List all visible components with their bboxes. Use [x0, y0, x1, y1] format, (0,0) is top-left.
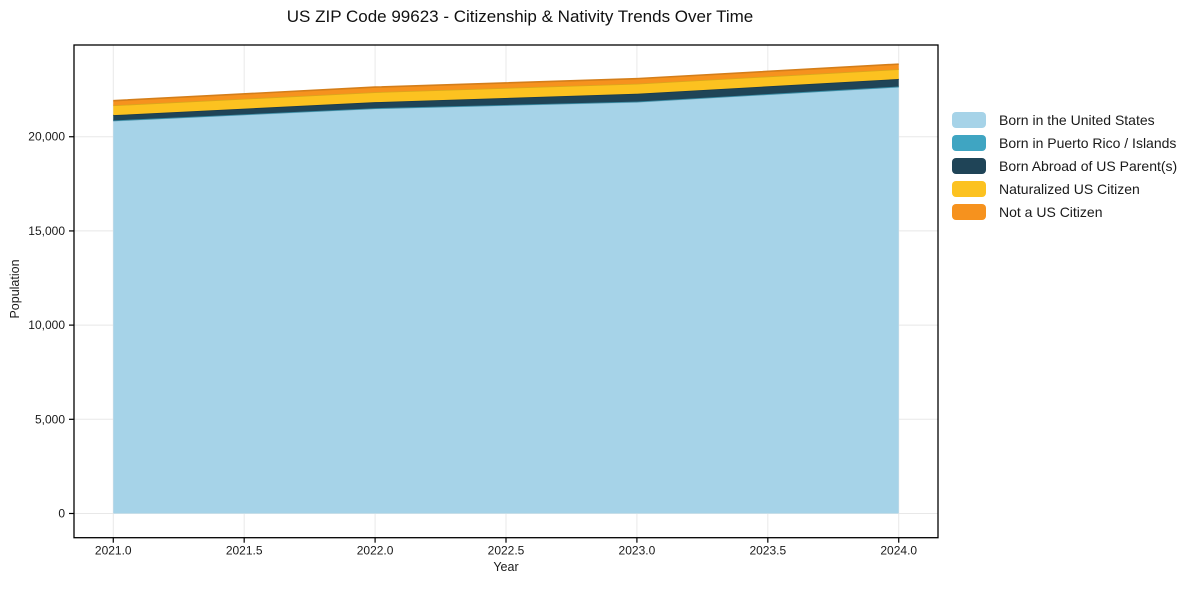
legend-item-born-abroad-of-us-parent-s: Born Abroad of US Parent(s): [952, 154, 1177, 177]
legend-item-naturalized-us-citizen: Naturalized US Citizen: [952, 177, 1177, 200]
area-born-abroad-of-us-parent-s: [113, 79, 899, 121]
legend-swatch-icon: [952, 180, 986, 197]
x-tick-label: 2021.0: [95, 544, 132, 558]
legend-label: Naturalized US Citizen: [999, 180, 1140, 197]
legend-swatch-icon: [952, 157, 986, 174]
x-axis-label: Year: [493, 560, 519, 574]
y-tick-label: 15,000: [28, 224, 65, 238]
legend-label: Not a US Citizen: [999, 203, 1103, 220]
chart-title: US ZIP Code 99623 - Citizenship & Nativi…: [286, 7, 754, 26]
legend: Born in the United States Born in Puerto …: [952, 108, 1177, 223]
x-tick-label: 2023.5: [749, 544, 786, 558]
legend-item-born-in-puerto-rico-islands: Born in Puerto Rico / Islands: [952, 131, 1177, 154]
x-tick-label: 2024.0: [880, 544, 917, 558]
area-line-not-a-us-citizen: [113, 63, 899, 102]
y-axis-label: Population: [8, 259, 22, 319]
legend-swatch-icon: [952, 111, 986, 128]
legend-item-born-in-the-united-states: Born in the United States: [952, 108, 1177, 131]
x-tick-label: 2023.0: [619, 544, 656, 558]
area-not-a-us-citizen: [113, 64, 899, 106]
x-tick-label: 2022.5: [488, 544, 525, 558]
legend-label: Born in Puerto Rico / Islands: [999, 134, 1177, 151]
x-tick-label: 2022.0: [357, 544, 394, 558]
y-tick-label: 0: [58, 506, 65, 520]
legend-item-not-a-us-citizen: Not a US Citizen: [952, 200, 1177, 223]
legend-swatch-icon: [952, 203, 986, 220]
legend-label: Born in the United States: [999, 111, 1155, 128]
x-tick-label: 2021.5: [226, 544, 263, 558]
legend-label: Born Abroad of US Parent(s): [999, 157, 1178, 174]
area-born-in-the-united-states: [113, 86, 899, 514]
y-tick-label: 5,000: [35, 412, 65, 426]
y-tick-label: 20,000: [28, 130, 65, 144]
y-tick-label: 10,000: [28, 318, 65, 332]
legend-swatch-icon: [952, 134, 986, 151]
